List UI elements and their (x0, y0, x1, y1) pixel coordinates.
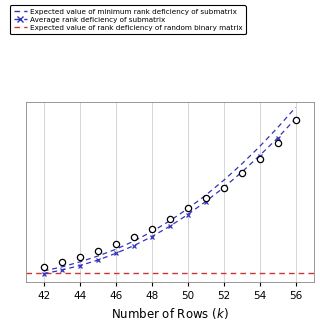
Legend: Expected value of minimum rank deficiency of submatrix, Average rank deficiency : Expected value of minimum rank deficienc… (10, 5, 246, 34)
X-axis label: Number of Rows $(k)$: Number of Rows $(k)$ (111, 306, 228, 320)
